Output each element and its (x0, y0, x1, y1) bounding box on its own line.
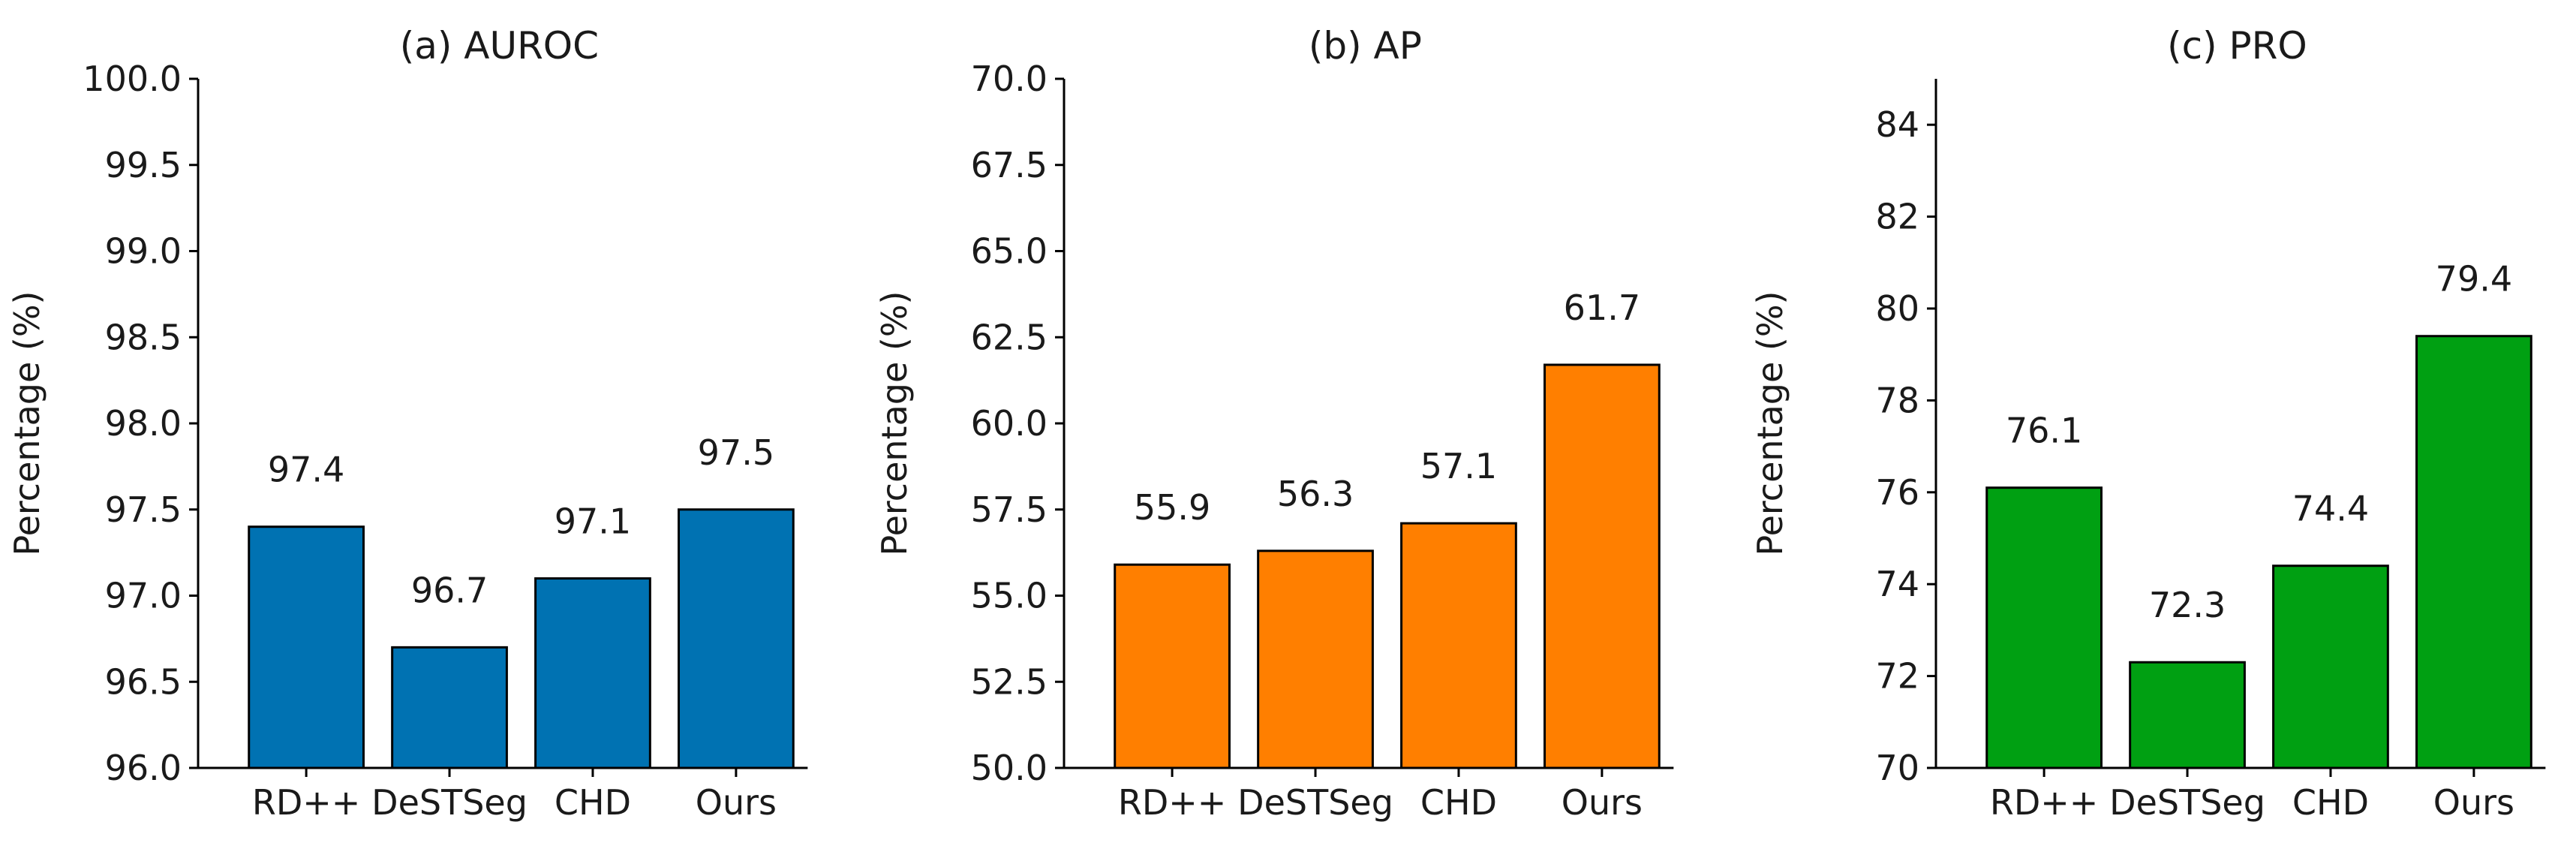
y-tick-label: 76 (1875, 472, 1919, 513)
chart-panel-2: (b) AP Percentage (%) 55.9 RD++ 56.3 DeSTSeg 5… (874, 24, 1674, 823)
y-tick-label: 97.0 (105, 576, 182, 616)
bar-value-label: 61.7 (1564, 288, 1640, 328)
y-tick-label: 96.0 (105, 748, 182, 788)
bar-ours (2415, 335, 2532, 769)
y-tick-label: 67.5 (971, 145, 1048, 185)
bar-destseg (2129, 661, 2246, 769)
bar-value-label: 74.4 (2292, 489, 2369, 529)
y-tick-label: 97.5 (105, 489, 182, 530)
y-tick-label: 96.5 (105, 661, 182, 702)
bar-rd- (1985, 486, 2103, 769)
y-tick-label: 70.0 (971, 59, 1048, 99)
y-tick-label: 70 (1875, 748, 1919, 788)
bar-value-label: 97.4 (268, 450, 344, 490)
chart-panel-3: (c) PRO Percentage (%) 76.1 RD++ 72.3 DeSTSeg… (1750, 24, 2546, 823)
bar-value-label: 76.1 (2006, 411, 2082, 451)
y-tick-label: 99.0 (105, 231, 182, 272)
y-tick-label: 82 (1875, 197, 1919, 237)
y-tick-label: 50.0 (971, 748, 1048, 788)
x-tick-label: RD++ (252, 782, 360, 823)
y-tick-label: 80 (1875, 288, 1919, 329)
y-tick-label: 57.5 (971, 489, 1048, 530)
chart-title: (a) AUROC (400, 24, 599, 68)
bar-destseg (1257, 549, 1374, 769)
y-tick-label: 74 (1875, 564, 1919, 604)
y-tick-label: 99.5 (105, 145, 182, 185)
x-tick-label: CHD (555, 782, 631, 823)
x-tick-label: DeSTSeg (2109, 782, 2265, 823)
bar-chd (534, 577, 651, 769)
chart-title: (c) PRO (2167, 24, 2307, 68)
bar-value-label: 56.3 (1277, 474, 1354, 514)
y-tick-label: 55.0 (971, 576, 1048, 616)
y-tick-label: 52.5 (971, 661, 1048, 702)
y-tick-label: 78 (1875, 380, 1919, 420)
bar-value-label: 55.9 (1134, 487, 1210, 528)
x-tick-label: DeSTSeg (1237, 782, 1393, 823)
y-axis-label: Percentage (%) (1750, 291, 1790, 556)
bar-value-label: 72.3 (2149, 585, 2226, 625)
chart-panel-1: (a) AUROC Percentage (%) 97.4 RD++ 96.7 DeSTS… (7, 24, 808, 823)
y-axis-label: Percentage (%) (7, 291, 47, 556)
chart-title: (b) AP (1309, 24, 1422, 68)
y-tick-label: 84 (1875, 104, 1919, 145)
bar-chd (2272, 564, 2389, 769)
y-tick-label: 60.0 (971, 403, 1048, 444)
y-tick-label: 62.5 (971, 317, 1048, 357)
x-tick-label: Ours (2433, 782, 2514, 823)
y-tick-label: 98.0 (105, 403, 182, 444)
x-tick-label: RD++ (1118, 782, 1226, 823)
bar-ours (1543, 363, 1661, 769)
x-tick-label: CHD (2292, 782, 2369, 823)
y-axis-label: Percentage (%) (874, 291, 915, 556)
bar-value-label: 97.5 (698, 432, 774, 473)
bar-chd (1400, 522, 1517, 769)
bar-ours (678, 508, 795, 769)
bar-value-label: 79.4 (2436, 259, 2512, 300)
x-tick-label: Ours (1562, 782, 1643, 823)
x-tick-label: Ours (696, 782, 777, 823)
y-tick-label: 98.5 (105, 317, 182, 357)
bar-value-label: 96.7 (411, 570, 488, 610)
bar-value-label: 57.1 (1420, 446, 1497, 486)
x-tick-label: DeSTSeg (371, 782, 528, 823)
y-tick-label: 65.0 (971, 231, 1048, 272)
x-tick-label: RD++ (1990, 782, 2098, 823)
bar-rd- (1114, 563, 1231, 769)
y-tick-label: 100.0 (83, 59, 182, 99)
y-tick-label: 72 (1875, 656, 1919, 697)
bar-destseg (391, 646, 508, 769)
bar-rd- (248, 525, 365, 769)
bar-value-label: 97.1 (555, 501, 631, 542)
x-tick-label: CHD (1420, 782, 1497, 823)
